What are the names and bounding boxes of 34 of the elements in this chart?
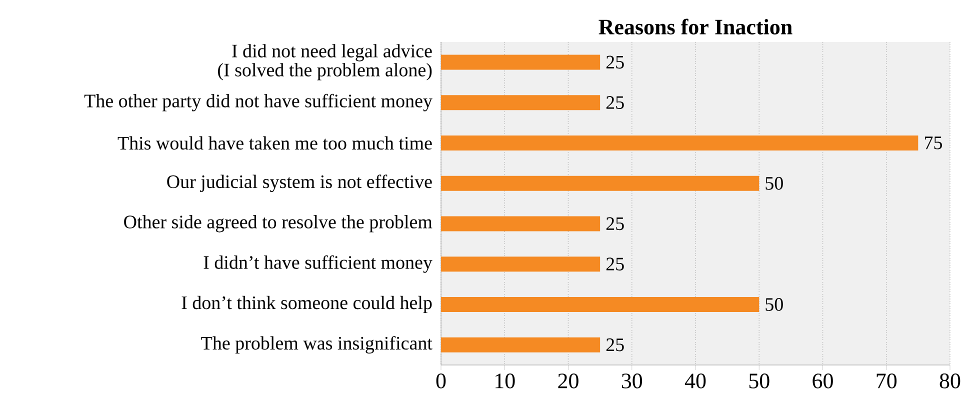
data-label: 25 — [606, 56, 624, 69]
bar — [441, 176, 760, 191]
x-tick-label: 70 — [876, 374, 897, 388]
x-tick-label: 10 — [496, 374, 515, 388]
bar — [441, 95, 600, 110]
bar — [441, 337, 600, 352]
data-label: 25 — [606, 338, 624, 352]
data-label: 25 — [606, 258, 624, 270]
y-tick-label: Our judicial system is not effective — [167, 174, 432, 192]
x-tick-label: 80 — [940, 374, 960, 388]
y-tick-label: I don’t think someone could help — [182, 296, 432, 314]
y-tick-label: I did not need legal advice (I solved the problem alone) — [218, 44, 432, 80]
y-tick-label: Other side agreed to resolve the problem — [124, 215, 432, 232]
y-tick-label: The problem was insignificant — [201, 336, 432, 354]
bar — [441, 135, 918, 150]
data-label: 25 — [606, 217, 624, 230]
bar — [441, 216, 600, 232]
data-label: 50 — [766, 298, 783, 311]
bar — [441, 296, 760, 312]
x-tick-label: 30 — [622, 374, 642, 388]
bar — [441, 54, 600, 70]
x-tick-label: 60 — [812, 374, 833, 388]
y-tick-label: I didn’t have sufficient money — [204, 255, 432, 273]
data-label: 50 — [766, 176, 783, 190]
y-tick-label: This would have taken me too much time — [118, 136, 432, 150]
data-label: 25 — [606, 96, 624, 109]
data-label: 75 — [924, 136, 942, 150]
x-tick-label: 0 — [436, 374, 446, 388]
chart-title: Reasons for Inaction — [598, 18, 792, 34]
y-tick-label: The other party did not have sufficient money — [84, 94, 432, 112]
bar — [441, 256, 600, 272]
x-tick-label: 40 — [684, 374, 706, 388]
x-tick-label: 20 — [558, 374, 578, 388]
x-tick-label: 50 — [749, 374, 770, 388]
